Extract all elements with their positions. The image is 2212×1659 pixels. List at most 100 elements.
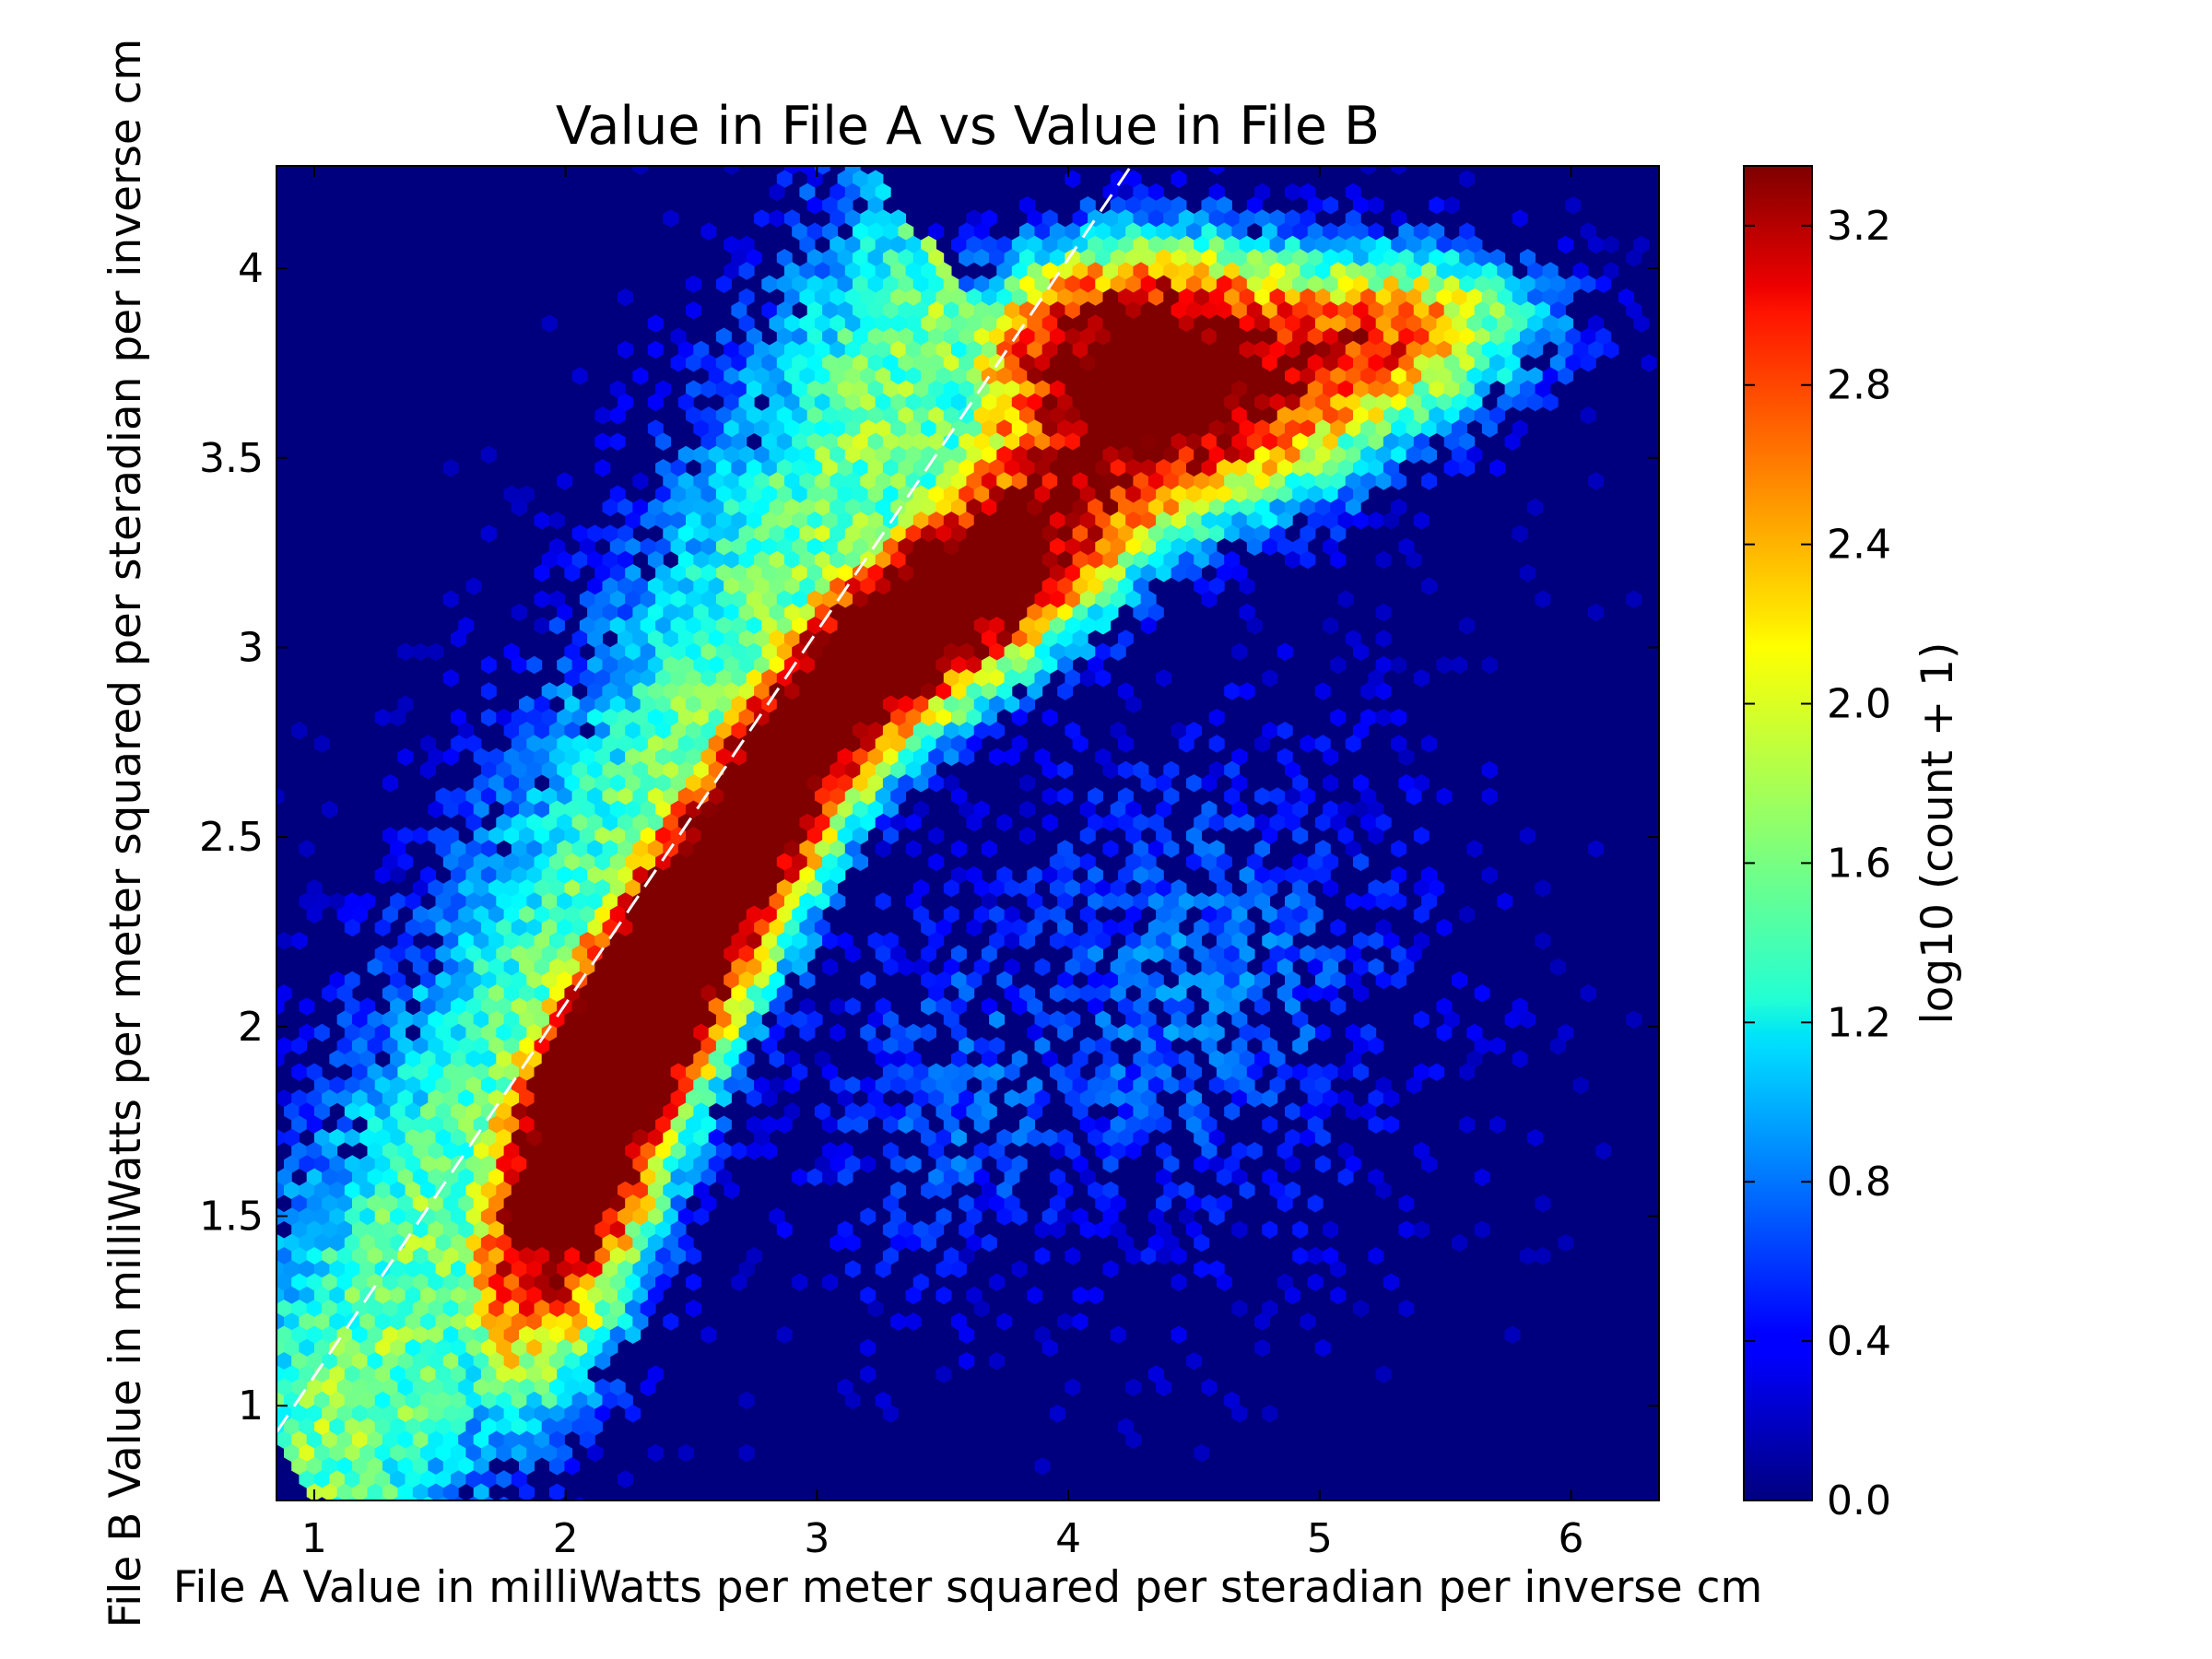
hex-cell (579, 1063, 595, 1081)
hex-cell (1163, 1023, 1180, 1042)
hex-cell (860, 1207, 877, 1226)
hex-cell (526, 918, 543, 937)
hex-cell (1421, 865, 1437, 885)
hex-cell (1323, 354, 1339, 372)
hex-cell (276, 1430, 292, 1449)
hex-cell (708, 918, 724, 937)
hex-cell (1171, 905, 1187, 924)
hex-cell (1208, 708, 1225, 727)
hex-cell (1558, 314, 1574, 333)
hex-cell (1034, 1325, 1051, 1344)
hex-cell (1345, 419, 1361, 438)
hex-cell (1231, 485, 1248, 503)
hex-cell (686, 747, 701, 766)
hex-cell (996, 419, 1013, 438)
hex-cell (511, 865, 527, 885)
hex-cell (465, 1207, 482, 1226)
hex-cell (1269, 918, 1286, 937)
hex-cell (1118, 498, 1134, 517)
hex-cell (1057, 603, 1074, 622)
hex-cell (1300, 445, 1316, 465)
hex-cell (875, 1102, 891, 1121)
hex-cell (1481, 314, 1498, 333)
hex-cell (1618, 288, 1634, 307)
hex-cell (1049, 617, 1065, 635)
hex-cell (1178, 1076, 1194, 1095)
hex-cell (700, 564, 717, 582)
hex-cell (480, 655, 497, 675)
hex-cell (1156, 1115, 1172, 1134)
hex-cell (609, 905, 626, 924)
hex-cell (792, 722, 808, 740)
hex-cell (830, 1023, 846, 1042)
hex-cell (1269, 445, 1286, 465)
hex-cell (693, 1076, 710, 1095)
hex-cell (837, 512, 853, 530)
hex-cell (989, 459, 1006, 477)
hex-cell (1368, 196, 1384, 215)
hex-cell (989, 747, 1006, 766)
hex-cell (306, 1194, 323, 1213)
hex-cell (814, 314, 830, 333)
hex-cell (761, 642, 778, 661)
hex-cell (602, 865, 618, 885)
hex-cell (496, 813, 512, 832)
hex-cell (806, 617, 823, 635)
hex-cell (1429, 301, 1445, 320)
hex-cell (647, 918, 664, 937)
hex-cell (465, 997, 482, 1016)
hex-cell (284, 1128, 300, 1147)
hex-cell (557, 1286, 573, 1305)
hex-cell (465, 1155, 482, 1173)
hex-cell (625, 853, 641, 871)
hex-cell (1262, 827, 1278, 845)
hexbin-cells (276, 166, 1657, 1500)
hex-cell (1436, 918, 1453, 937)
hex-cell (1375, 288, 1392, 307)
hex-cell (1125, 222, 1142, 241)
hex-cell (1398, 1194, 1415, 1213)
hex-cell (571, 1207, 588, 1226)
hex-cell (548, 1325, 565, 1344)
hex-cell (435, 1155, 452, 1173)
hex-cell (618, 682, 633, 700)
hex-cell (769, 997, 785, 1016)
hex-cell (488, 984, 505, 1003)
hex-cell (1535, 932, 1551, 950)
hex-cell (882, 642, 899, 661)
hex-cell (625, 642, 641, 661)
hex-cell (473, 1247, 489, 1265)
hex-cell (746, 380, 762, 398)
hex-cell (1208, 760, 1225, 780)
hex-cell (912, 669, 929, 688)
hex-cell (693, 813, 710, 832)
hex-cell (412, 1430, 429, 1449)
hex-cell (1239, 314, 1255, 333)
hex-cell (519, 1352, 535, 1371)
hex-cell (1504, 301, 1521, 320)
hex-cell (860, 682, 877, 700)
hex-cell (442, 459, 459, 477)
hex-cell (670, 564, 687, 582)
hex-cell (1216, 1168, 1232, 1186)
hex-cell (814, 865, 830, 885)
hex-cell (776, 512, 793, 530)
hex-cell (1125, 564, 1142, 582)
hex-cell (761, 958, 778, 976)
hex-cell (912, 354, 929, 372)
hex-cell (928, 827, 945, 845)
hex-cell (579, 879, 595, 898)
hex-cell (792, 432, 808, 451)
hex-cell (966, 603, 982, 622)
hex-cell (951, 629, 967, 648)
hex-cell (557, 1207, 573, 1226)
hex-cell (867, 722, 884, 740)
hex-cell (867, 512, 884, 530)
hex-cell (564, 669, 581, 688)
hex-cell (951, 314, 967, 333)
hex-cell (1512, 367, 1528, 385)
hex-cell (1140, 537, 1157, 556)
x-axis-label: File A Value in milliWatts per meter squ… (173, 1562, 1763, 1613)
hex-cell (921, 367, 936, 385)
hex-cell (1041, 314, 1058, 333)
